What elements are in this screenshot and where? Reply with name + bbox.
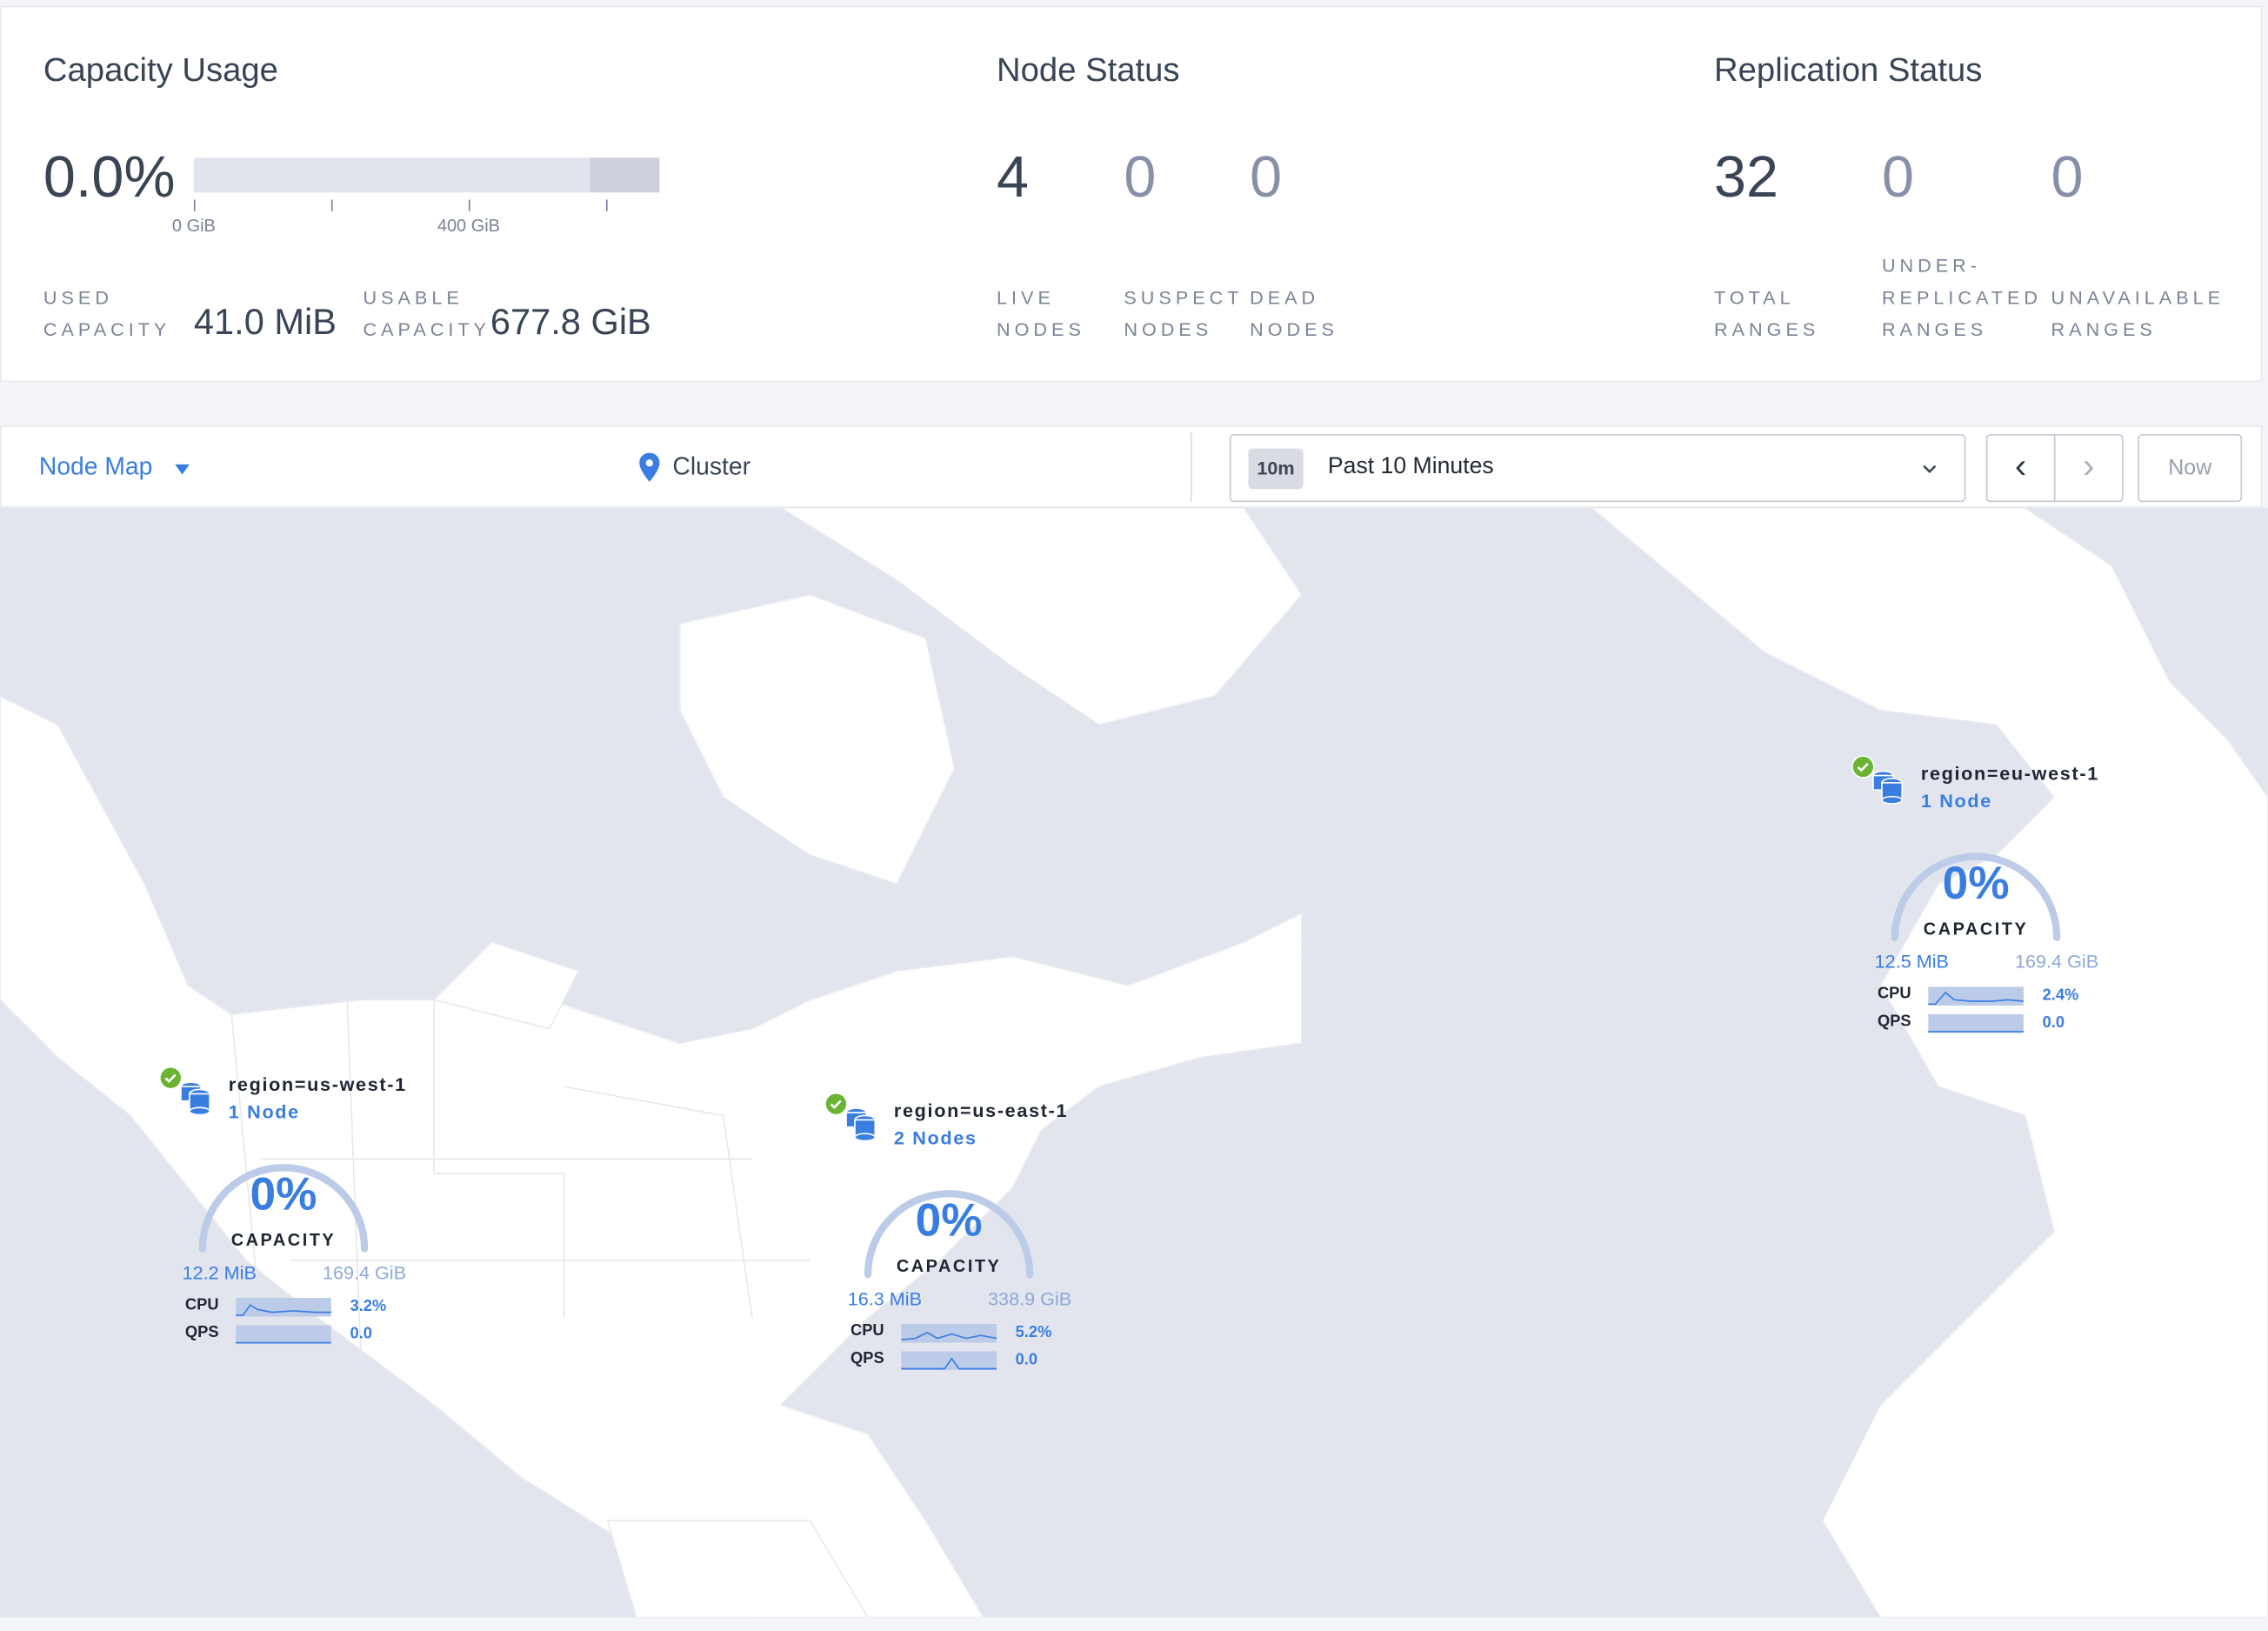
used-capacity-value: 41.0 MiB (193, 302, 337, 344)
capacity-usage-title: Capacity Usage (43, 50, 278, 89)
used-capacity: 12.5 MiB (1874, 950, 1949, 973)
location-pin-icon (639, 452, 660, 482)
qps-value: 0.0 (2042, 1013, 2065, 1032)
time-nav: ‹ › (1985, 433, 2124, 503)
database-icon (180, 1081, 211, 1116)
healthy-check-icon (158, 1066, 183, 1090)
qps-label: QPS (184, 1323, 219, 1341)
database-icon (845, 1107, 877, 1142)
time-range-label: Past 10 Minutes (1327, 454, 1494, 479)
capacity-gauge (1891, 852, 2061, 941)
capacity-label: CAPACITY (896, 1255, 1002, 1277)
cpu-label: CPU (850, 1322, 884, 1340)
capacity-label: CAPACITY (230, 1229, 337, 1251)
capacity-tick (468, 199, 470, 211)
cpu-label: CPU (1877, 985, 1911, 1003)
capacity-percent: 0% (250, 1167, 317, 1220)
qps-label: QPS (1877, 1013, 1911, 1031)
map-toolbar: Node Map Cluster 10m Past 10 Minutes ‹ ›… (0, 425, 2263, 508)
divider (2053, 435, 2056, 501)
capacity-percent: 0% (915, 1193, 983, 1247)
view-dropdown[interactable]: Node Map (38, 452, 153, 481)
capacity-percent: 0.0% (43, 145, 176, 211)
live-nodes-value: 4 (997, 145, 1030, 211)
capacity-tick (330, 199, 333, 211)
healthy-check-icon (1851, 755, 1875, 779)
now-button[interactable]: Now (2138, 433, 2243, 503)
qps-label: QPS (850, 1349, 884, 1367)
dead-nodes-label: Dead Nodes (1250, 286, 1338, 340)
total-capacity: 169.4 GiB (2014, 950, 2099, 973)
qps-sparkline (236, 1325, 331, 1345)
total-capacity: 169.4 GiB (322, 1261, 407, 1284)
next-button[interactable]: › (2083, 446, 2095, 486)
qps-value: 0.0 (350, 1325, 372, 1343)
capacity-bar-unusable (590, 157, 660, 193)
cpu-sparkline (901, 1323, 997, 1343)
cpu-sparkline (1928, 986, 2024, 1006)
breadcrumb-cluster[interactable]: Cluster (672, 452, 751, 481)
locality-us-west-1[interactable]: region=us-west-1 1 Node 0% CAPACITY 12.2… (158, 1066, 419, 1356)
capacity-label: CAPACITY (1923, 919, 2029, 939)
capacity-tick (605, 199, 608, 211)
node-map[interactable]: region=us-west-1 1 Node 0% CAPACITY 12.2… (0, 507, 2268, 1618)
database-icon (1872, 770, 1904, 805)
previous-button[interactable]: ‹ (2014, 446, 2027, 486)
used-capacity: 16.3 MiB (847, 1287, 923, 1310)
cpu-label: CPU (184, 1296, 219, 1314)
locality-us-east-1[interactable]: region=us-east-1 2 Nodes 0% CAPACITY 16.… (824, 1092, 1084, 1382)
qps-sparkline (1928, 1013, 2024, 1033)
dead-nodes-value: 0 (1250, 145, 1283, 211)
capacity-percent: 0% (1942, 856, 2010, 909)
node-status-title: Node Status (997, 50, 1180, 89)
under-replicated-label: Under-replicated Ranges (1881, 254, 2043, 340)
usable-capacity-label: Usable Capacity (363, 286, 490, 340)
total-ranges-value: 32 (1714, 145, 1779, 211)
qps-sparkline (901, 1351, 997, 1371)
world-map (0, 507, 2268, 1618)
chevron-down-icon (1923, 465, 1937, 473)
cpu-value: 2.4% (2042, 986, 2079, 1005)
replication-status-title: Replication Status (1714, 50, 1983, 89)
suspect-nodes-label: Suspect Nodes (1124, 286, 1244, 340)
locality-eu-west-1[interactable]: region=eu-west-1 1 Node 0% CAPACITY 12.5… (1851, 755, 2111, 1045)
used-capacity-label: Used Capacity (43, 286, 171, 340)
used-capacity: 12.2 MiB (182, 1261, 257, 1284)
node-count[interactable]: 2 Nodes (893, 1126, 977, 1149)
time-badge: 10m (1248, 448, 1304, 490)
usable-capacity-value: 677.8 GiB (490, 302, 651, 344)
node-count[interactable]: 1 Node (1920, 790, 1992, 812)
locality-name[interactable]: region=eu-west-1 (1920, 762, 2099, 785)
divider (1190, 432, 1192, 503)
unavailable-value: 0 (2051, 145, 2084, 211)
cpu-sparkline (236, 1297, 331, 1317)
node-count[interactable]: 1 Node (228, 1100, 300, 1123)
cpu-value: 3.2% (350, 1297, 387, 1315)
suspect-nodes-value: 0 (1124, 145, 1157, 211)
qps-value: 0.0 (1015, 1351, 1038, 1369)
capacity-tick (193, 199, 196, 211)
live-nodes-label: Live Nodes (997, 286, 1085, 340)
healthy-check-icon (824, 1092, 848, 1116)
capacity-tick-label: 0 GiB (171, 215, 216, 237)
under-replicated-value: 0 (1881, 145, 1914, 211)
capacity-gauge (198, 1164, 369, 1253)
time-range-select[interactable]: 10m Past 10 Minutes (1229, 433, 1966, 503)
locality-name[interactable]: region=us-west-1 (228, 1073, 407, 1096)
summary-panel: Capacity Usage 0.0% 0 GiB 400 GiB Used C… (0, 5, 2263, 383)
capacity-gauge (864, 1190, 1034, 1279)
capacity-tick-label: 400 GiB (437, 215, 500, 237)
locality-name[interactable]: region=us-east-1 (893, 1100, 1069, 1122)
unavailable-label: Unavailable Ranges (2051, 286, 2225, 340)
total-ranges-label: Total Ranges (1714, 286, 1820, 340)
capacity-bar (193, 157, 660, 193)
page-footer (0, 1617, 2268, 1631)
caret-down-icon[interactable] (175, 464, 190, 475)
cpu-value: 5.2% (1015, 1323, 1052, 1341)
total-capacity: 338.9 GiB (988, 1287, 1072, 1310)
